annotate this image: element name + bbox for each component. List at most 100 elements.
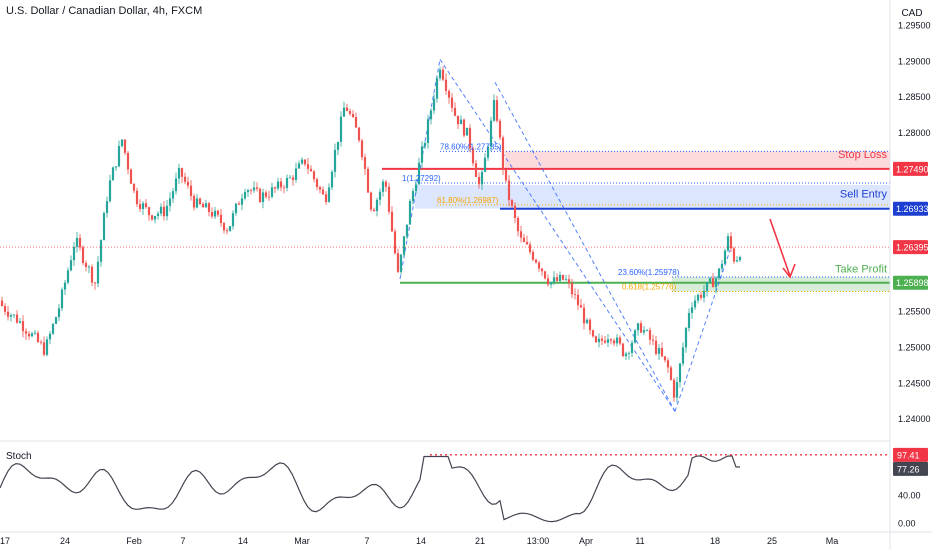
take-profit-zone bbox=[672, 277, 890, 292]
candle-body bbox=[270, 187, 274, 197]
candle-body bbox=[366, 168, 370, 193]
candle-body bbox=[477, 176, 481, 185]
price-badge-text: 1.25898 bbox=[896, 278, 929, 288]
candle-body bbox=[630, 342, 634, 353]
candle-body bbox=[75, 237, 79, 247]
candle-body bbox=[375, 199, 379, 212]
stoch-value-text: 77.26 bbox=[897, 464, 920, 474]
candle-body bbox=[657, 348, 661, 354]
candle-body bbox=[678, 363, 682, 382]
candle-body bbox=[354, 117, 358, 128]
x-tick-label: 13:00 bbox=[527, 536, 550, 546]
candle-body bbox=[189, 185, 193, 197]
x-tick-label: 24 bbox=[60, 536, 70, 546]
candle-body bbox=[327, 187, 331, 202]
stoch-line bbox=[0, 455, 740, 523]
x-tick-label: 7 bbox=[364, 536, 369, 546]
candle-body bbox=[708, 278, 712, 282]
candle-body bbox=[276, 181, 280, 189]
candle-body bbox=[6, 311, 10, 317]
candle-body bbox=[690, 307, 694, 313]
candle-body bbox=[636, 323, 640, 331]
candle-body bbox=[441, 69, 445, 80]
candle-body bbox=[549, 282, 553, 285]
stochastic-series: Stoch bbox=[0, 451, 890, 523]
candle-body bbox=[282, 187, 286, 189]
candle-body bbox=[525, 242, 529, 245]
candle-body bbox=[465, 127, 469, 136]
candle-body bbox=[561, 274, 565, 280]
candle-body bbox=[642, 330, 646, 333]
candle-body bbox=[192, 196, 196, 208]
candle-body bbox=[729, 236, 733, 249]
candle-body bbox=[339, 116, 343, 142]
y-tick-label: 1.25500 bbox=[898, 307, 931, 317]
candle-body bbox=[288, 177, 292, 179]
candle-body bbox=[210, 212, 214, 217]
candle-body bbox=[492, 100, 496, 121]
candle-body bbox=[621, 343, 625, 357]
candle-body bbox=[681, 347, 685, 364]
fib-label: 78.60%(1.27735) bbox=[440, 142, 502, 151]
candle-body bbox=[51, 323, 55, 334]
y-tick-label: 1.29500 bbox=[898, 21, 931, 31]
candle-body bbox=[702, 291, 706, 298]
candle-body bbox=[411, 191, 415, 202]
candle-body bbox=[15, 314, 19, 323]
candle-body bbox=[570, 282, 574, 295]
stoch-tick-label: 0.00 bbox=[898, 519, 916, 529]
candle-body bbox=[117, 145, 121, 167]
candle-body bbox=[261, 192, 265, 203]
candle-body bbox=[447, 90, 451, 98]
candle-body bbox=[30, 333, 34, 337]
candle-body bbox=[372, 209, 376, 212]
candle-body bbox=[123, 139, 127, 153]
y-tick-label: 1.28500 bbox=[898, 92, 931, 102]
candle-body bbox=[195, 198, 199, 208]
fib-trendline bbox=[439, 59, 676, 412]
candle-body bbox=[405, 224, 409, 237]
candle-body bbox=[360, 140, 364, 158]
candle-body bbox=[402, 236, 406, 255]
candle-body bbox=[291, 177, 295, 180]
candle-body bbox=[588, 319, 592, 331]
candle-body bbox=[165, 205, 169, 217]
candle-body bbox=[567, 279, 571, 283]
candle-body bbox=[684, 328, 688, 348]
candle-body bbox=[597, 338, 601, 343]
candle-body bbox=[102, 213, 106, 241]
candle-body bbox=[351, 113, 355, 118]
candle-body bbox=[273, 187, 277, 189]
candle-body bbox=[3, 305, 7, 312]
candle-body bbox=[738, 257, 742, 261]
candle-body bbox=[81, 247, 85, 263]
candle-body bbox=[99, 240, 103, 262]
candle-body bbox=[297, 163, 301, 169]
candle-body bbox=[177, 168, 181, 179]
candle-body bbox=[27, 333, 31, 337]
candle-body bbox=[264, 192, 268, 197]
take-profit-label: Take Profit bbox=[835, 264, 887, 276]
candle-body bbox=[555, 277, 559, 281]
candle-body bbox=[393, 231, 397, 254]
fib-trendline bbox=[674, 250, 731, 412]
candle-body bbox=[240, 198, 244, 205]
candle-body bbox=[156, 213, 160, 216]
candle-body bbox=[153, 215, 157, 220]
x-tick-label: 21 bbox=[475, 536, 485, 546]
candle-body bbox=[531, 251, 535, 260]
candle-body bbox=[435, 78, 439, 99]
price-badge bbox=[893, 201, 928, 216]
candle-body bbox=[537, 262, 541, 269]
candle-body bbox=[198, 198, 202, 205]
candle-body bbox=[306, 164, 310, 169]
x-tick-label: 17 bbox=[0, 536, 10, 546]
candle-body bbox=[414, 184, 418, 192]
fib-label: 23.60%(1.25978) bbox=[618, 268, 680, 277]
candle-body bbox=[420, 146, 424, 163]
candle-body bbox=[528, 244, 532, 252]
candle-body bbox=[228, 226, 232, 232]
price-badge-text: 1.26933 bbox=[896, 204, 929, 214]
